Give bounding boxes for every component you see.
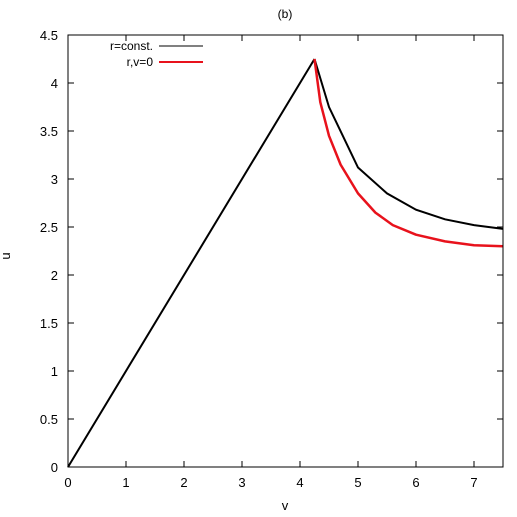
legend-label-r-const: r=const. — [110, 39, 153, 53]
x-tick-label: 3 — [238, 475, 245, 490]
x-tick-label: 0 — [64, 475, 71, 490]
y-tick-label: 0 — [51, 460, 58, 475]
y-tick-label: 2 — [51, 268, 58, 283]
x-tick-label: 7 — [470, 475, 477, 490]
right-boundary-line — [313, 58, 504, 230]
y-axis: 0 0.5 1 1.5 2 2.5 3 3.5 4 4.5 — [40, 28, 503, 475]
left-boundary-line — [67, 58, 316, 468]
y-tick-label: 3 — [51, 172, 58, 187]
chart-title: (b) — [278, 7, 293, 21]
y-tick-label: 3.5 — [40, 124, 58, 139]
y-tick-label: 1.5 — [40, 316, 58, 331]
series-lines — [67, 58, 504, 468]
y-tick-label: 4.5 — [40, 28, 58, 43]
x-axis-label: v — [282, 498, 289, 513]
y-tick-label: 4 — [51, 76, 58, 91]
y-axis-label: u — [0, 252, 13, 259]
x-tick-label: 5 — [354, 475, 361, 490]
plot-area — [67, 34, 504, 468]
legend: r=const. r,v=0 — [110, 39, 203, 69]
x-tick-label: 6 — [412, 475, 419, 490]
plot-frame — [67, 34, 504, 468]
x-tick-label: 2 — [180, 475, 187, 490]
x-tick-label: 1 — [122, 475, 129, 490]
x-tick-label: 4 — [296, 475, 303, 490]
y-tick-label: 1 — [51, 364, 58, 379]
y-tick-label: 2.5 — [40, 220, 58, 235]
x-axis: 0 1 2 3 4 5 6 7 — [64, 35, 478, 490]
y-tick-label: 0.5 — [40, 412, 58, 427]
r-v-zero-line — [313, 58, 504, 248]
legend-label-r-v-0: r,v=0 — [127, 55, 154, 69]
